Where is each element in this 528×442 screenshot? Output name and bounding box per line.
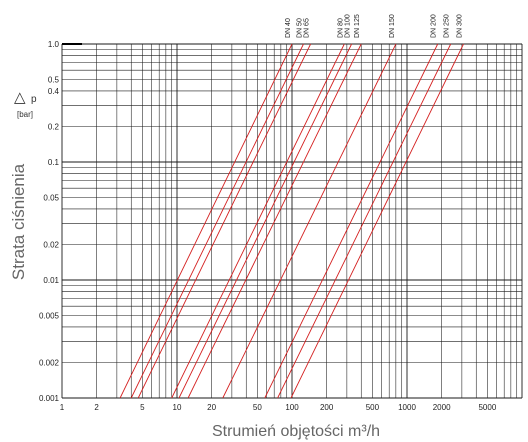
dp-symbol: △ (14, 88, 26, 106)
x-tick-label: 2 (94, 403, 99, 412)
series-label: DN 100 (345, 14, 352, 38)
x-tick-label: 50 (253, 403, 262, 412)
series-line-dn-65 (137, 43, 312, 399)
series-line-dn-125 (187, 43, 362, 399)
series-line-dn-300 (290, 43, 464, 399)
series-line-dn-250 (277, 43, 452, 399)
y-tick-label: 0.02 (43, 240, 59, 249)
y-tick-label: 0.2 (48, 122, 60, 131)
y-tick-label: 0.1 (48, 158, 60, 167)
y-tick-label: 0.05 (43, 194, 59, 203)
y-tick-label: 1.0 (48, 40, 60, 49)
series-label: DN 40 (285, 18, 292, 38)
series-label: DN 80 (337, 18, 344, 38)
y-tick-label: 0.001 (39, 394, 60, 403)
series-label: DN 300 (457, 14, 464, 38)
x-tick-label: 10 (173, 403, 182, 412)
y-tick-label: 0.002 (39, 358, 60, 367)
y-tick-label: 0.01 (43, 276, 59, 285)
series-label: DN 250 (444, 14, 451, 38)
x-tick-label: 1000 (398, 403, 416, 412)
series-line-dn-150 (222, 43, 397, 399)
dp-letter: p (31, 94, 37, 105)
series-line-dn-200 (264, 43, 439, 399)
series-label: DN 150 (389, 14, 396, 38)
series-line-dn-80 (171, 43, 345, 399)
y-tick-label: 0.005 (39, 312, 60, 321)
series-label: DN 125 (354, 14, 361, 38)
series-line-dn-100 (178, 43, 353, 399)
series-label: DN 50 (297, 18, 304, 38)
dp-unit: [bar] (17, 110, 33, 119)
x-tick-label: 5 (140, 403, 145, 412)
chart-labels: 1 2 5 10 20 50 100 200 500 1000 2000 5000 1.0 0.5 0.4 0… (39, 14, 497, 412)
series-line-dn-50 (130, 43, 304, 399)
x-axis-title: Strumień objętości m³/h (212, 423, 380, 440)
x-tick-label: 200 (320, 403, 334, 412)
x-tick-label: 100 (285, 403, 299, 412)
series-line-dn-40 (119, 43, 293, 399)
x-tick-label: 20 (207, 403, 216, 412)
x-tick-label: 1 (60, 403, 65, 412)
series-label: DN 65 (304, 18, 311, 38)
y-tick-label: 0.5 (48, 76, 60, 85)
series-label: DN 200 (431, 14, 438, 38)
x-tick-label: 2000 (433, 403, 451, 412)
y-axis-title: Strata ciśnienia (9, 163, 28, 280)
chart-series (119, 43, 464, 399)
y-tick-label: 0.4 (48, 87, 60, 96)
x-tick-label: 5000 (478, 403, 496, 412)
x-tick-label: 500 (366, 403, 380, 412)
chart-grid (61, 43, 523, 399)
